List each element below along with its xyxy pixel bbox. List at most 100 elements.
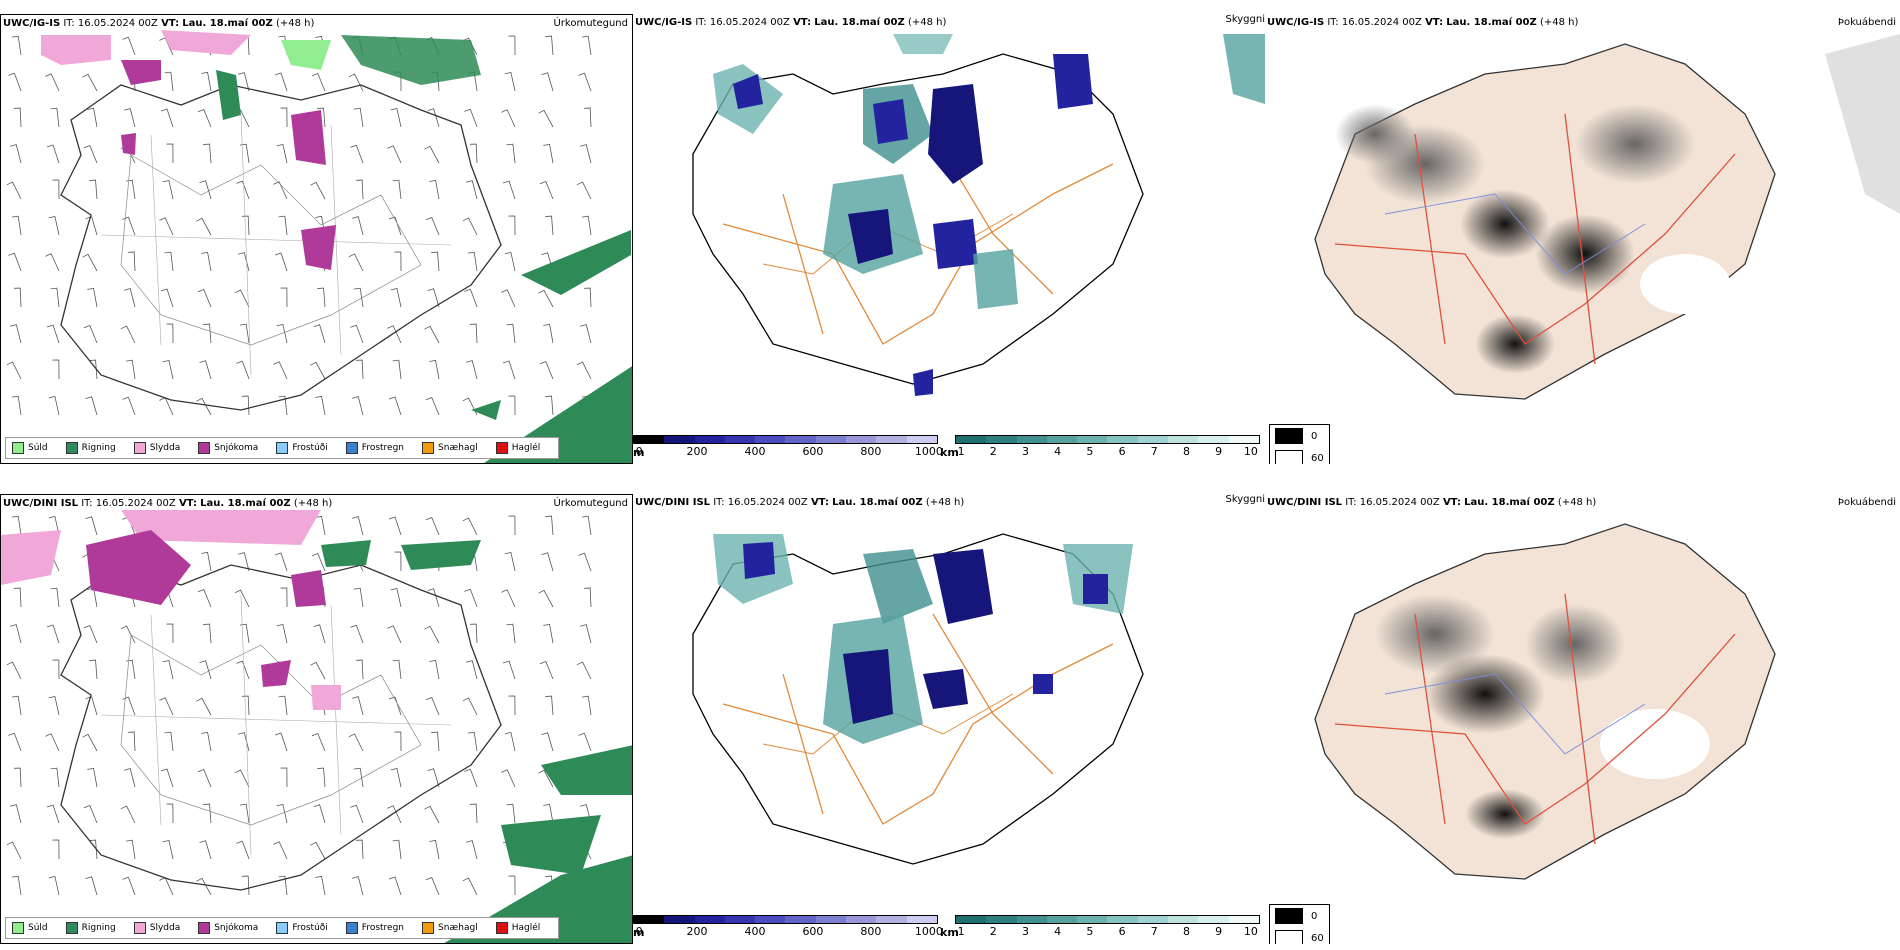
wind-barb-icon (10, 624, 22, 644)
wind-barb-icon (506, 803, 516, 824)
wind-barb-icon (10, 804, 22, 824)
colorbar-cell (815, 916, 847, 923)
wind-barb-icon (348, 73, 364, 92)
wind-barb-icon (315, 395, 326, 416)
wind-barb-icon (543, 143, 554, 164)
wind-barb-icon (160, 288, 174, 308)
colorbar-tick: 0 (635, 925, 643, 938)
wind-barb-icon (201, 71, 212, 92)
wind-barb-icon (11, 515, 22, 536)
it-value: 16.05.2024 00Z (1341, 17, 1422, 28)
wind-barb-icon (539, 660, 554, 680)
colorbar-tick: 8 (1182, 445, 1190, 458)
wind-barb-icon (241, 875, 250, 896)
wind-barb-icon (352, 876, 364, 896)
wind-barb-icon (50, 767, 60, 788)
wind-barb-icon (581, 35, 592, 56)
colorbar-cell (1016, 916, 1047, 923)
vt-label: VT: (810, 497, 829, 508)
fog-legend-row: 60 (1270, 447, 1329, 464)
colorbar-cell (664, 436, 695, 443)
fog-legend-swatch (1275, 450, 1303, 464)
wind-barb-icon (502, 660, 516, 680)
wind-barb-icon (317, 107, 326, 128)
wind-barb-icon (315, 875, 326, 896)
wind-barb-icon (462, 697, 478, 716)
wind-barb-icon (355, 659, 364, 680)
it-label: IT: (81, 498, 93, 509)
wind-barb-icon (52, 179, 60, 200)
iceland-outline (60, 84, 502, 411)
visibility-colorbar: 1 2 3 4 5 6 7 8 9 10 (955, 915, 1260, 938)
panel-header: UWC/DINI ISL IT: 16.05.2024 00Z VT: Lau.… (3, 498, 332, 509)
wind-barb-icon (45, 253, 60, 272)
wind-barb-icon (50, 287, 60, 308)
wind-barb-icon (427, 588, 440, 608)
wind-barb-icon (274, 552, 288, 572)
wind-barb-icon (234, 769, 250, 788)
wind-barb-icon (545, 215, 554, 236)
colorbar-cell (785, 916, 816, 923)
wind-barb-icon (238, 732, 250, 752)
wind-barb-icon (580, 324, 592, 344)
wind-barb-icon (276, 143, 288, 164)
wind-barb-icon (466, 660, 478, 680)
wind-barb-icon (274, 252, 288, 272)
wind-barb-icon (425, 696, 440, 716)
wind-barb-icon (310, 361, 326, 380)
panel-header: UWC/DINI ISL IT: 16.05.2024 00Z VT: Lau.… (635, 497, 964, 508)
wind-barb-icon (425, 396, 440, 416)
legend-label: Frostregn (361, 443, 405, 453)
wind-barb-icon (462, 517, 478, 536)
vt-value: Lau. 18.maí 00Z (182, 18, 273, 29)
legend-swatch (495, 442, 508, 454)
colorbar-tick: 6 (1118, 445, 1126, 458)
model-name: UWC/DINI ISL (635, 497, 711, 508)
colorbar-tick: 3 (1021, 925, 1029, 938)
wind-barb-icon (464, 588, 478, 608)
fog-legend: 0 60 (1269, 424, 1330, 464)
wind-barb-icon (425, 216, 440, 236)
colorbar-cell (785, 436, 816, 443)
wind-barb-icon (13, 287, 22, 308)
legend-item: Súld (12, 442, 48, 454)
wind-barb-icon (310, 181, 326, 200)
fog-legend: 0 60 (1269, 904, 1330, 944)
wind-barb-icon (580, 144, 592, 164)
it-label: IT: (695, 17, 707, 28)
wind-barb-icon (46, 324, 60, 344)
wind-barb-icon (48, 215, 60, 236)
wind-barb-icon (278, 695, 288, 716)
it-value: 16.05.2024 00Z (77, 18, 158, 29)
wind-barb-icon (8, 72, 22, 92)
vt-label: VT: (178, 498, 197, 509)
colorbar-tick: 1000 (914, 445, 943, 458)
wind-barb-icon (508, 215, 516, 236)
wind-barb-icon (125, 839, 136, 860)
legend-swatch (345, 922, 358, 934)
precip-type-panel-top: UWC/IG-IS IT: 16.05.2024 00Z VT: Lau. 18… (0, 14, 633, 464)
iceland-outline (692, 53, 1144, 385)
wind-barb-icon (241, 395, 250, 416)
colorbar-tick: 9 (1215, 445, 1223, 458)
wind-barb-icon (466, 840, 478, 860)
wind-barb-icon (122, 36, 136, 56)
wind-barb-icon (120, 325, 136, 344)
wind-barb-icon (390, 587, 402, 608)
wind-barb-icon (576, 361, 592, 380)
colorbar-tick: 9 (1215, 925, 1223, 938)
wind-barb-icon (199, 660, 212, 680)
colorbar-swatches (633, 915, 938, 924)
legend-swatch (495, 922, 508, 934)
colorbar-tick: 600 (802, 925, 824, 938)
colorbar-cell (1107, 916, 1138, 923)
wind-barb-icon (8, 732, 22, 752)
wind-barb-icon (429, 359, 440, 380)
wind-barb-icon (469, 623, 478, 644)
wind-barb-icon (125, 659, 136, 680)
legend-item: Snæhagl (422, 442, 478, 454)
wind-barb-icon (199, 180, 212, 200)
wind-barb-icon (85, 516, 98, 536)
legend-swatch (12, 442, 24, 454)
wind-barb-icon (13, 107, 22, 128)
